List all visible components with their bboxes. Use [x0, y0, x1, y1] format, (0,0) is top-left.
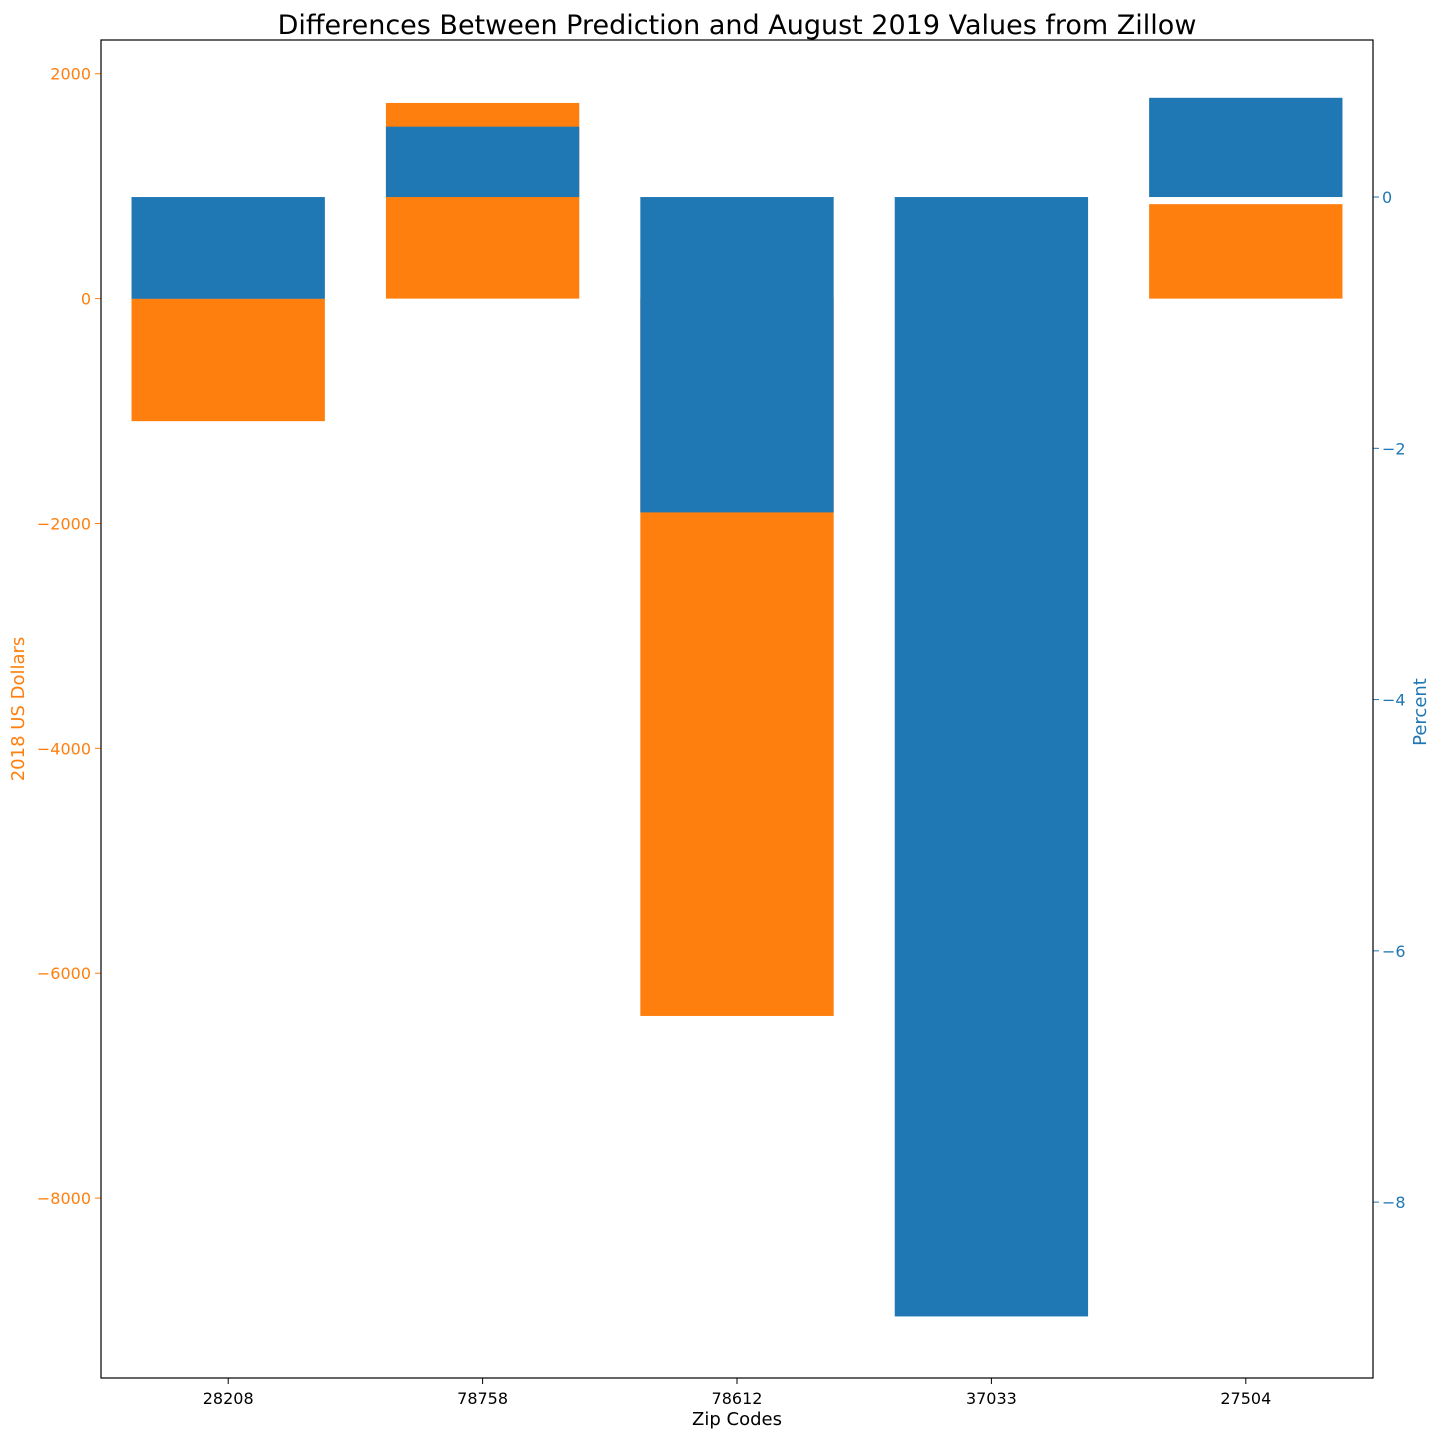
percent-bars — [131, 97, 1343, 1317]
left-tick-label: −8000 — [37, 1189, 91, 1208]
x-tick-label: 28208 — [203, 1389, 254, 1408]
left-tick-label: −6000 — [37, 964, 91, 983]
x-tick-label: 78612 — [712, 1389, 763, 1408]
x-axis-ticks: 28208 78758 78612 37033 27504 — [203, 1378, 1271, 1408]
x-tick-label: 37033 — [966, 1389, 1017, 1408]
percent-bar-78758 — [385, 126, 580, 198]
right-tick-label: −8 — [1382, 1193, 1406, 1212]
chart-title: Differences Between Prediction and Augus… — [278, 10, 1197, 41]
plot-frame — [100, 39, 1374, 1379]
left-tick-label: 2000 — [50, 65, 91, 84]
left-axis-ticks: 2000 0 −2000 −4000 −6000 −8000 — [37, 65, 101, 1208]
left-axis-label: 2018 US Dollars — [8, 637, 29, 782]
x-axis-label: Zip Codes — [692, 1409, 782, 1430]
right-axis-label: Percent — [1410, 678, 1431, 746]
percent-bar-28208 — [131, 197, 325, 299]
right-tick-label: −4 — [1382, 691, 1406, 710]
percent-bar-27504 — [1149, 97, 1343, 198]
right-tick-label: −2 — [1382, 439, 1406, 458]
percent-bar-78612 — [640, 197, 834, 513]
right-axis-ticks: 0 −2 −4 −6 −8 — [1373, 188, 1406, 1212]
dollar-bar-28208 — [131, 298, 325, 422]
x-tick-label: 78758 — [457, 1389, 508, 1408]
x-tick-label: 27504 — [1220, 1389, 1271, 1408]
left-tick-label: −4000 — [37, 739, 91, 758]
percent-bar-37033 — [894, 197, 1089, 1317]
right-tick-label: −6 — [1382, 942, 1406, 961]
left-tick-label: 0 — [81, 290, 91, 309]
dollar-bar-27504 — [1149, 204, 1343, 299]
left-tick-label: −2000 — [37, 514, 91, 533]
right-tick-label: 0 — [1382, 188, 1392, 207]
